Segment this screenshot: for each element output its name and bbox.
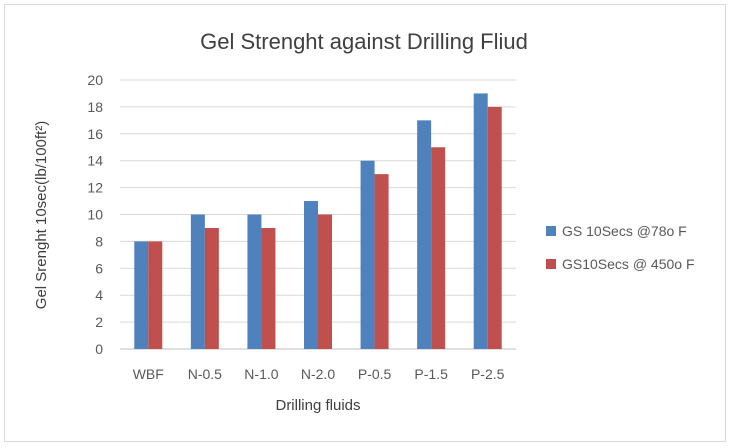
x-tick-label: N-0.5 — [188, 366, 222, 382]
x-tick-label: P-2.5 — [471, 366, 505, 382]
bar — [473, 93, 488, 349]
y-tick-label: 18 — [87, 99, 103, 115]
bar — [148, 241, 163, 349]
legend: GS 10Secs @78o F GS10Secs @ 450o F — [546, 223, 695, 272]
bar — [360, 160, 375, 349]
x-tick-label: P-0.5 — [358, 366, 392, 382]
bar — [261, 227, 276, 349]
y-tick-labels: 0 2 4 6 8 10 12 14 16 18 20 — [87, 72, 103, 357]
legend-label: GS 10Secs @78o F — [562, 223, 687, 239]
bar — [318, 214, 332, 349]
x-axis-title: Drilling fluids — [275, 397, 360, 414]
x-tick-labels: WBF N-0.5 N-1.0 N-2.0 P-0.5 P-1.5 P-2.5 — [133, 366, 505, 382]
x-tick-label: P-1.5 — [414, 366, 448, 382]
y-tick-label: 6 — [95, 260, 103, 276]
bar — [487, 106, 502, 350]
bar — [247, 214, 262, 349]
bar — [431, 147, 446, 349]
y-tick-label: 2 — [95, 314, 103, 330]
y-tick-label: 0 — [95, 341, 103, 357]
y-tick-label: 4 — [95, 287, 103, 303]
bars — [134, 93, 502, 350]
chart-title: Gel Strenght against Drilling Fliud — [200, 29, 528, 54]
x-tick-label: N-2.0 — [301, 366, 335, 382]
y-tick-label: 8 — [95, 233, 103, 249]
y-tick-label: 14 — [87, 153, 103, 169]
legend-label: GS10Secs @ 450o F — [562, 256, 695, 272]
x-tick-label: WBF — [133, 366, 164, 382]
bar — [204, 227, 219, 349]
y-tick-label: 12 — [87, 180, 103, 196]
gridlines — [120, 79, 516, 350]
bar — [134, 241, 149, 349]
bar — [417, 120, 432, 349]
y-axis-title: Gel Srenght 10sec(lb/100ft²) — [33, 121, 50, 309]
x-tick-label: N-1.0 — [244, 366, 278, 382]
bar — [190, 214, 205, 349]
y-tick-label: 20 — [87, 72, 103, 88]
legend-swatch — [546, 226, 556, 236]
legend-swatch — [546, 259, 556, 269]
y-tick-label: 10 — [87, 207, 103, 223]
y-tick-label: 16 — [87, 126, 103, 142]
bar — [304, 201, 318, 349]
bar — [374, 174, 389, 349]
